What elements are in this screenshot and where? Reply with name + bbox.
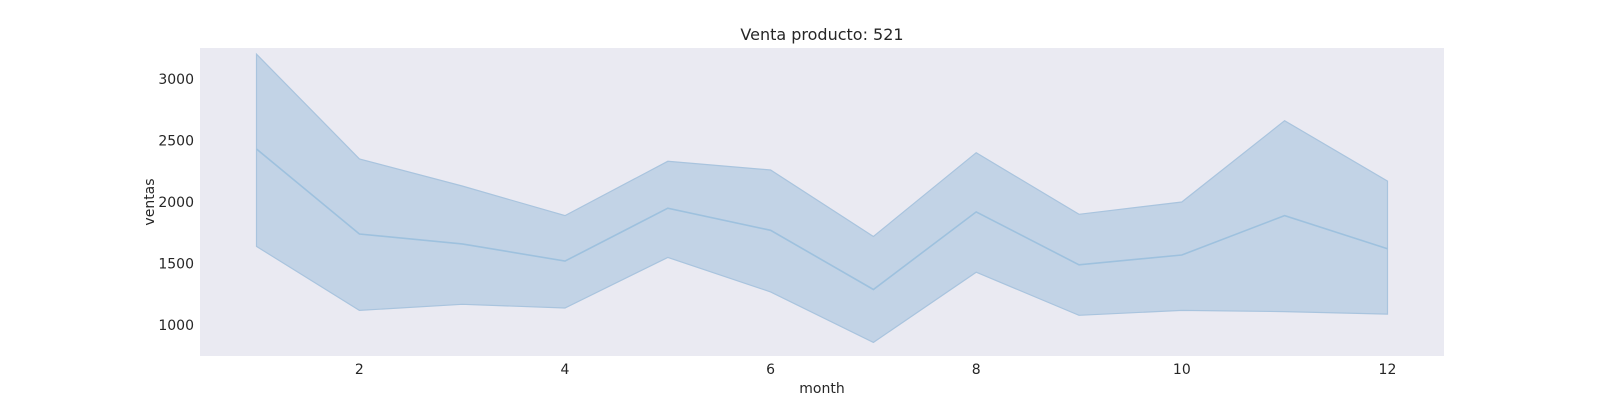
series-line-layer — [255, 148, 1388, 291]
series-line — [255, 148, 1388, 291]
y-tick-label: 2500 — [158, 133, 194, 149]
x-tick-label: 8 — [972, 362, 981, 378]
x-tick-label: 6 — [766, 362, 775, 378]
x-tick-label: 4 — [561, 362, 570, 378]
x-tick-label: 10 — [1173, 362, 1191, 378]
y-tick-label: 3000 — [158, 72, 194, 88]
y-tick-label: 2000 — [158, 195, 194, 211]
x-tick-label: 12 — [1379, 362, 1397, 378]
y-tick-label: 1000 — [158, 318, 194, 334]
chart-title: Venta producto: 521 — [740, 25, 903, 44]
x-tick-labels: 2 4 6 8 10 12 — [355, 362, 1396, 378]
y-axis-label: ventas — [142, 178, 158, 225]
confidence-band — [255, 52, 1389, 344]
confidence-band-layer — [255, 52, 1389, 344]
y-tick-labels: 1000 1500 2000 2500 3000 — [158, 72, 194, 334]
x-tick-label: 2 — [355, 362, 364, 378]
y-tick-label: 1500 — [158, 257, 194, 273]
x-axis-label: month — [799, 381, 844, 397]
